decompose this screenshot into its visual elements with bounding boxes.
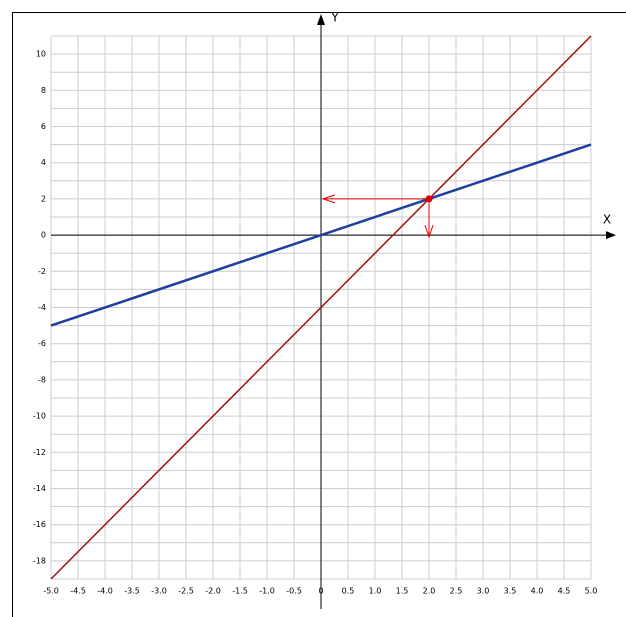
x-tick-label: 4.0 (531, 587, 544, 596)
x-tick-label: 2.5 (450, 587, 463, 596)
x-tick-label: -4.0 (97, 587, 113, 596)
y-tick-label: 10 (36, 50, 46, 59)
y-tick-label: -6 (38, 339, 46, 348)
x-tick-label: 5.0 (585, 587, 598, 596)
y-tick-label: -14 (33, 484, 46, 493)
y-tick-label: -16 (33, 520, 46, 529)
x-tick-label: -0.5 (286, 587, 302, 596)
x-tick-label: -3.0 (151, 587, 167, 596)
point (425, 195, 433, 203)
line-series (50, 35, 592, 580)
x-tick-label: 2.0 (423, 587, 436, 596)
y-tick-label: -18 (33, 556, 46, 565)
y-tick-label: 6 (41, 122, 46, 131)
x-tick-label: 4.5 (558, 587, 571, 596)
x-tick-label: -2.5 (178, 587, 194, 596)
x-tick-label: -3.5 (124, 587, 140, 596)
y-tick-label: -8 (38, 375, 46, 384)
x-axis-label: X (603, 213, 611, 227)
x-tick-label: -1.5 (232, 587, 248, 596)
y-tick-label: -12 (33, 448, 46, 457)
x-tick-label: -5.0 (43, 587, 59, 596)
x-tick-label: 3.0 (477, 587, 490, 596)
x-tick-label: -2.0 (205, 587, 221, 596)
y-axis-arrow (317, 14, 325, 25)
y-tick-label: 2 (41, 194, 46, 203)
x-tick-label: 0.5 (342, 587, 355, 596)
x-tick-label: -4.5 (70, 587, 86, 596)
y-tick-label: 8 (41, 86, 46, 95)
y-axis-label: Y (330, 11, 339, 25)
y-tick-label: -2 (38, 267, 46, 276)
x-tick-label: 3.5 (504, 587, 517, 596)
x-tick-label: 1.0 (369, 587, 382, 596)
y-tick-label: -4 (38, 303, 46, 312)
y-tick-label: -10 (33, 412, 46, 421)
x-tick-label: 1.5 (396, 587, 409, 596)
projection-arrow (424, 224, 434, 239)
line-series (50, 143, 592, 327)
y-tick-label: 4 (41, 158, 46, 167)
y-tick-label: 0 (41, 231, 46, 240)
frame (12, 12, 626, 617)
x-tick-label: -1.0 (259, 587, 275, 596)
x-axis-arrow (606, 231, 616, 240)
projection-arrow (321, 194, 336, 204)
